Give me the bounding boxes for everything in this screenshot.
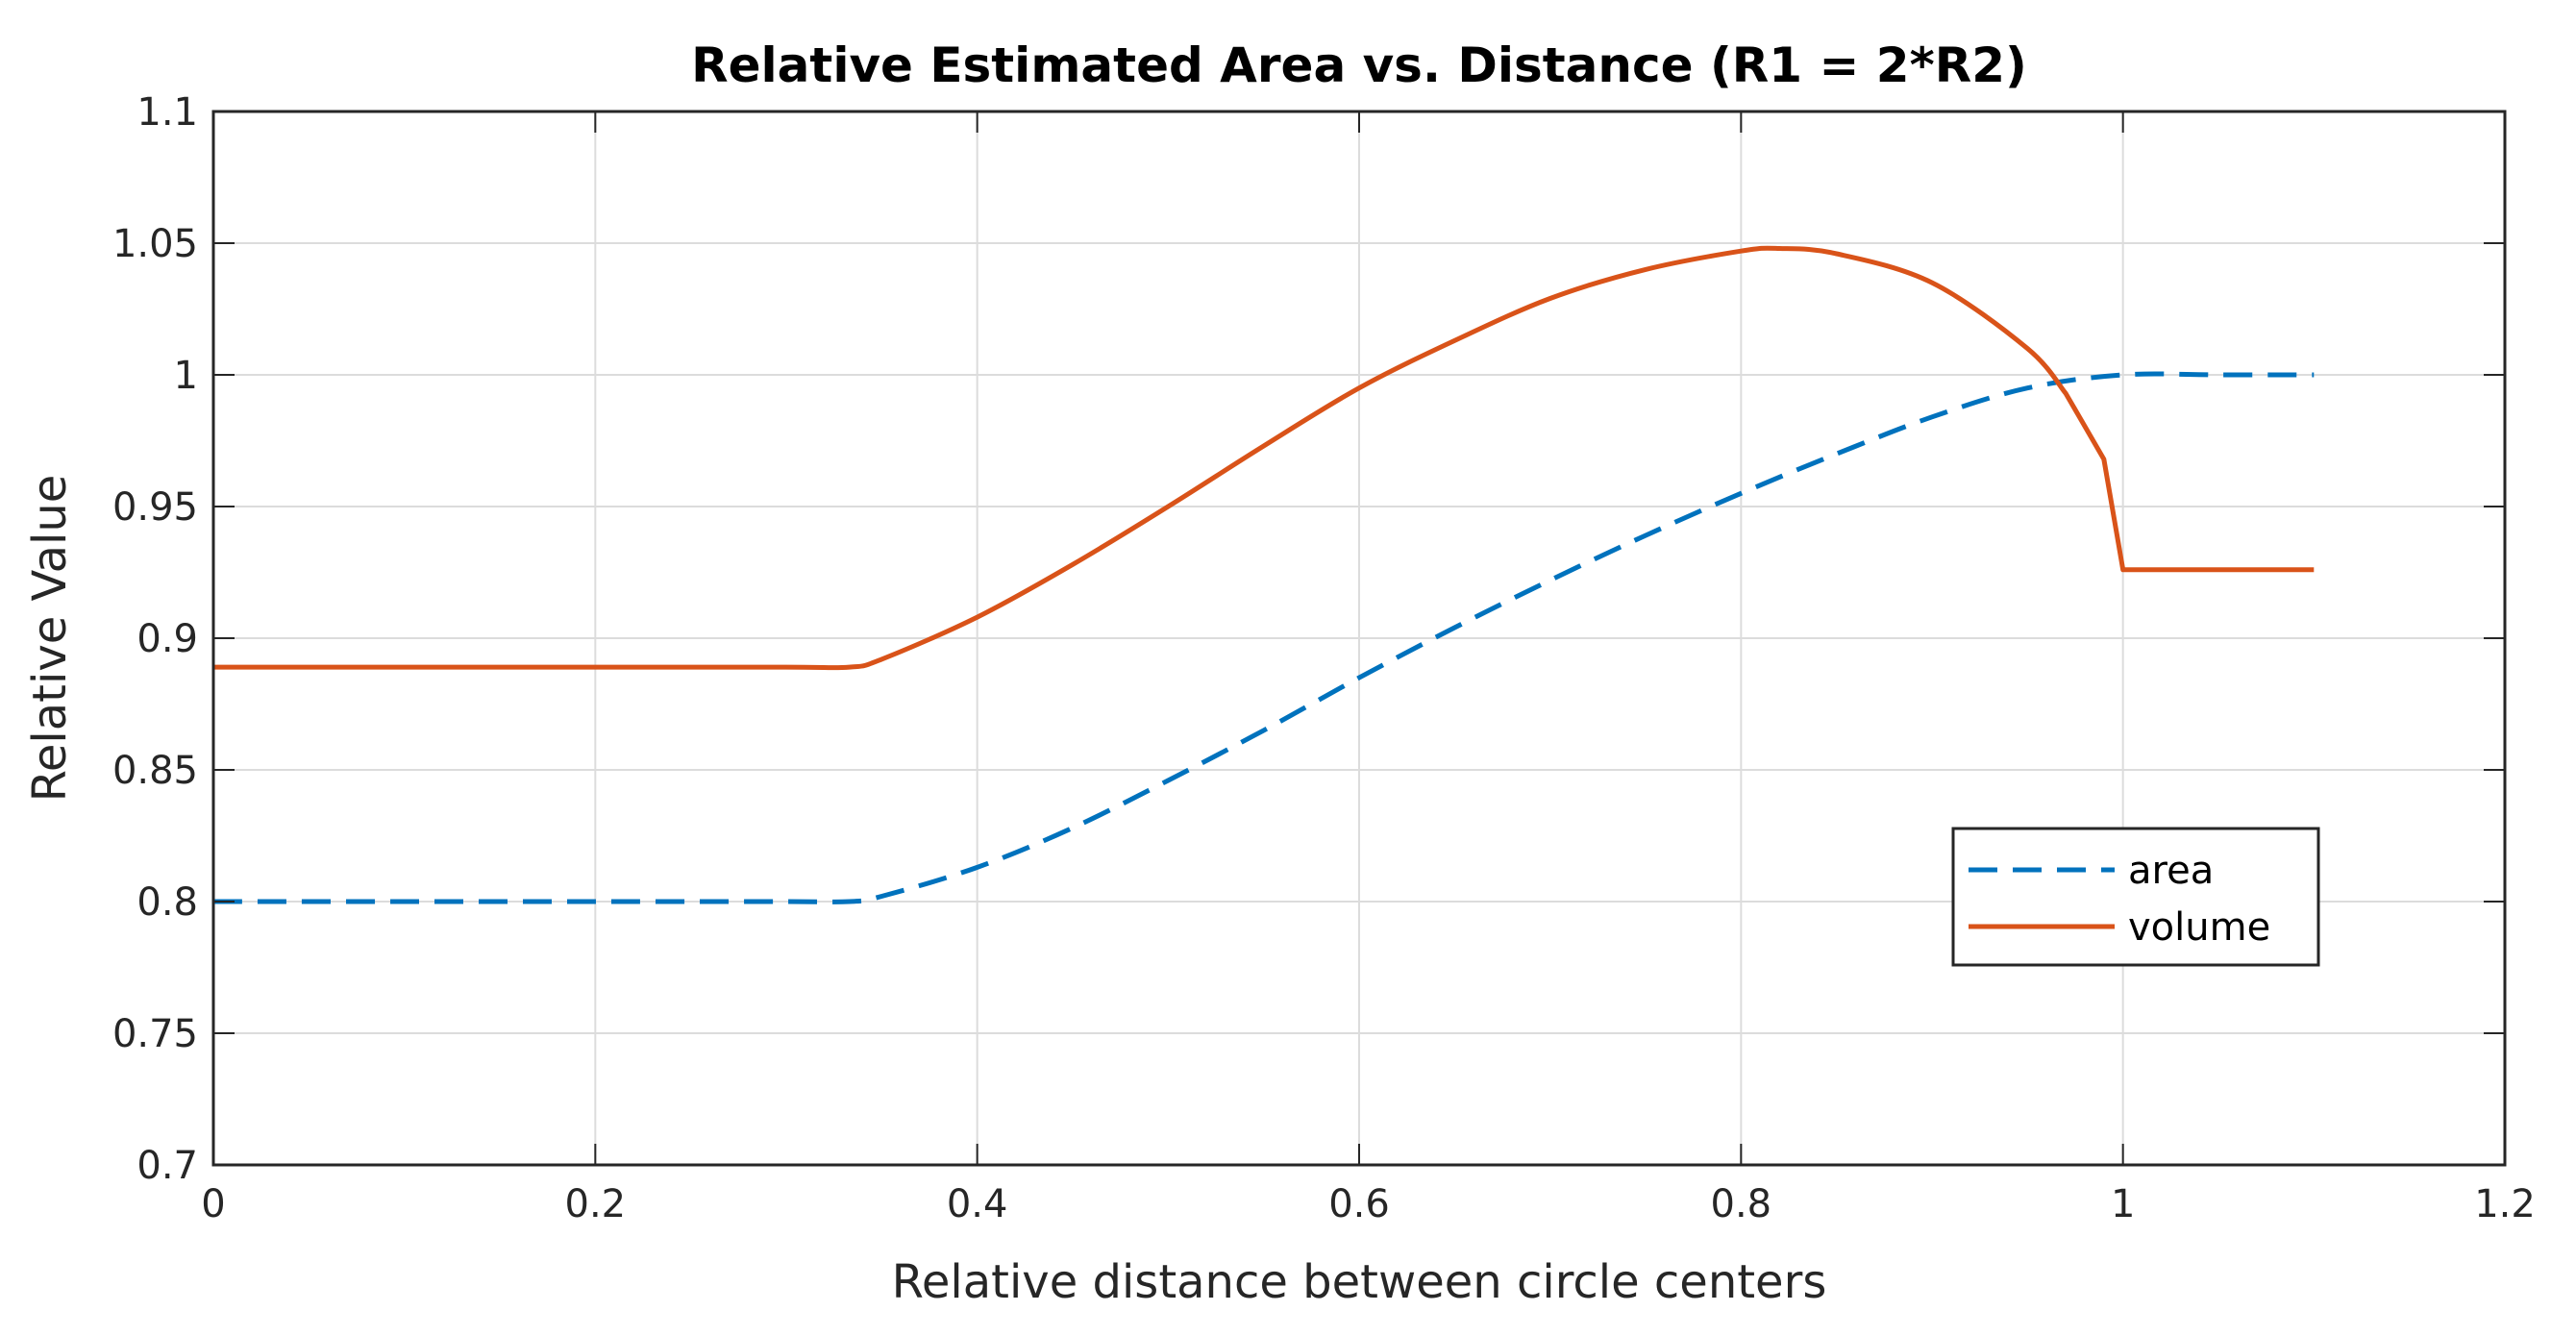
y-tick-label: 0.7 [136,1144,198,1188]
x-tick-label: 0 [201,1182,225,1226]
legend-label-area: area [2128,849,2214,893]
y-tick-label: 0.85 [112,749,198,793]
legend-box [1951,827,2320,967]
x-tick-label: 1 [2111,1182,2135,1226]
y-tick-label: 1.05 [112,222,198,266]
y-tick-label: 0.75 [112,1012,198,1056]
x-tick-label: 0.6 [1328,1182,1390,1226]
y-tick-label: 0.8 [136,880,198,925]
y-axis-label: Relative Value [23,475,77,803]
y-tick-label: 1 [174,354,198,398]
series-line-volume [213,245,2315,671]
chart-title: Relative Estimated Area vs. Distance (R1… [691,37,2027,93]
x-tick-label: 1.2 [2474,1182,2536,1226]
legend: area volume [1951,827,2320,967]
legend-label-volume: volume [2128,905,2270,950]
y-tick-label: 0.95 [112,485,198,530]
x-tick-label: 0.8 [1711,1182,1772,1226]
x-axis-label: Relative distance between circle centers [892,1255,1827,1309]
x-tick-label: 0.4 [947,1182,1008,1226]
x-tick-label: 0.2 [565,1182,627,1226]
tick-layer: 0 0.2 0.4 0.6 0.8 1 1.2 0.7 0.75 0.8 0.85 0.9 0.95 1 1… [112,90,2536,1226]
y-tick-label: 1.1 [136,90,198,135]
y-tick-label: 0.9 [136,617,198,661]
series-layer [213,245,2315,904]
series-line-area [213,371,2315,904]
